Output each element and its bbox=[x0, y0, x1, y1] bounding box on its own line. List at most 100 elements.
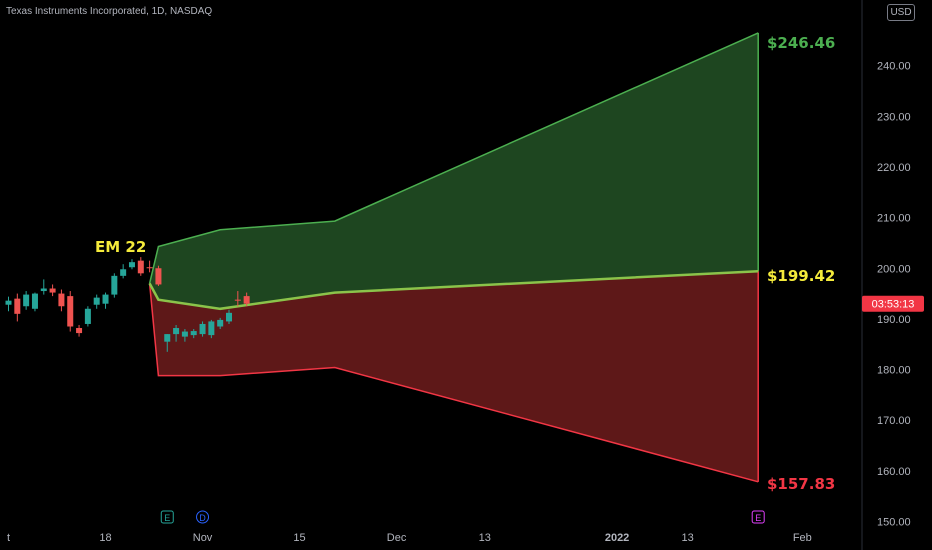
candle bbox=[226, 309, 232, 324]
candle-body bbox=[93, 297, 100, 305]
candle-body bbox=[14, 298, 21, 314]
candle bbox=[234, 291, 241, 307]
x-tick-label: Feb bbox=[793, 532, 812, 544]
event-marker: E bbox=[160, 510, 174, 524]
upper-target-label: $246.46 bbox=[767, 34, 835, 52]
candle-body bbox=[67, 296, 74, 327]
currency-button[interactable]: USD bbox=[887, 4, 915, 21]
y-tick-label: 180.00 bbox=[877, 365, 911, 377]
candle bbox=[173, 324, 180, 342]
price-badge: 03:53:13 bbox=[862, 295, 924, 312]
candle-body bbox=[31, 293, 38, 309]
candle bbox=[58, 289, 65, 312]
x-tick-label: 13 bbox=[479, 532, 491, 544]
candle-body bbox=[102, 294, 109, 304]
dividend-marker-icon bbox=[196, 510, 210, 524]
x-tick-label: t bbox=[7, 532, 10, 544]
x-tick-label: 2022 bbox=[605, 532, 629, 544]
expected-move-lines bbox=[148, 32, 759, 483]
upper-band-fill bbox=[149, 32, 759, 309]
candle bbox=[190, 329, 197, 339]
candle bbox=[208, 319, 215, 339]
y-tick-label: 170.00 bbox=[877, 415, 911, 427]
candle-body bbox=[243, 296, 250, 304]
candle bbox=[199, 321, 206, 337]
candle bbox=[14, 293, 21, 322]
candle bbox=[155, 265, 162, 286]
time-axis[interactable]: t 18 Nov 15 Dec 13 2022 13 Feb bbox=[7, 532, 812, 544]
y-ticks: 150.00 160.00 170.00 180.00 190.00 200.00 210.… bbox=[877, 61, 911, 529]
x-tick-label: 13 bbox=[682, 532, 694, 544]
candle bbox=[102, 292, 109, 309]
candle-body bbox=[84, 308, 91, 324]
candle-body bbox=[76, 328, 83, 334]
candle-body bbox=[120, 269, 127, 276]
lower-band-fill bbox=[149, 271, 759, 482]
expected-move-fills bbox=[149, 32, 759, 482]
candle-body bbox=[111, 275, 118, 295]
candle bbox=[93, 294, 100, 309]
x-tick-label: 15 bbox=[293, 532, 305, 544]
y-tick-label: 220.00 bbox=[877, 162, 911, 174]
annotations: EM 22 $246.46 $199.42 $157.83 bbox=[95, 34, 835, 493]
event-marker-letter: E bbox=[164, 513, 170, 523]
event-marker: E bbox=[751, 510, 765, 524]
candle bbox=[243, 292, 250, 307]
candle-body bbox=[155, 268, 162, 285]
em-label: EM 22 bbox=[95, 238, 146, 256]
mid-band-line bbox=[148, 269, 759, 311]
candle bbox=[111, 273, 118, 298]
candle-body bbox=[23, 294, 30, 307]
x-tick-label: Nov bbox=[193, 532, 213, 544]
price-badge-text: 03:53:13 bbox=[872, 299, 915, 311]
candle-body bbox=[234, 299, 241, 301]
chart-title: Texas Instruments Incorporated, 1D, NASD… bbox=[6, 6, 213, 17]
candle-body bbox=[226, 312, 232, 322]
y-tick-label: 210.00 bbox=[877, 213, 911, 225]
candle bbox=[217, 317, 224, 330]
candle bbox=[164, 334, 171, 352]
candle bbox=[31, 292, 38, 312]
lower-target-label: $157.83 bbox=[767, 475, 835, 493]
y-tick-label: 150.00 bbox=[877, 517, 911, 529]
candle bbox=[49, 284, 56, 297]
candle-body bbox=[181, 331, 188, 337]
candle bbox=[76, 324, 83, 337]
candle bbox=[5, 296, 12, 312]
candles bbox=[5, 257, 250, 352]
candle bbox=[67, 291, 74, 332]
candle-body bbox=[217, 319, 224, 327]
candle-body bbox=[49, 288, 56, 293]
candle-body bbox=[58, 293, 65, 307]
candle bbox=[137, 257, 144, 276]
candle-body bbox=[208, 321, 215, 336]
candle-body bbox=[164, 334, 171, 342]
y-tick-label: 230.00 bbox=[877, 111, 911, 123]
x-tick-label: 18 bbox=[99, 532, 111, 544]
candle bbox=[40, 279, 47, 295]
candle-body bbox=[5, 300, 12, 305]
candle-body bbox=[40, 288, 47, 292]
candle-body bbox=[137, 260, 144, 274]
candle-body bbox=[199, 323, 206, 335]
event-marker-letter: E bbox=[755, 513, 761, 523]
candle bbox=[120, 264, 127, 279]
candle-body bbox=[128, 262, 135, 268]
event-marker: D bbox=[196, 510, 210, 524]
candle-body bbox=[173, 328, 180, 335]
y-tick-label: 200.00 bbox=[877, 263, 911, 275]
earnings-marker-icon bbox=[160, 510, 174, 524]
price-badge-bg bbox=[862, 295, 924, 312]
upper-band-line bbox=[148, 32, 759, 284]
lower-band-line bbox=[148, 283, 759, 483]
candle-body bbox=[190, 331, 197, 336]
candle bbox=[181, 329, 188, 342]
mid-target-label: $199.42 bbox=[767, 267, 835, 285]
candle bbox=[84, 306, 91, 327]
event-marker-letter: D bbox=[199, 513, 206, 523]
candle bbox=[146, 260, 153, 273]
candle-body bbox=[146, 267, 153, 269]
candle bbox=[128, 259, 135, 270]
